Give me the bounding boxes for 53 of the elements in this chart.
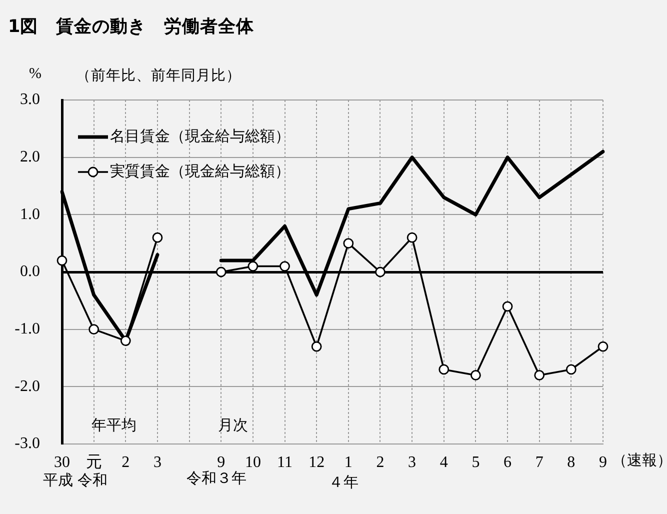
point (56, 255, 68, 266)
y-tick-label: 2.0 (20, 148, 40, 166)
point (216, 266, 226, 278)
legend-label: 実質賃金（現金給与総額） (110, 162, 290, 180)
y-tick-label: -2.0 (14, 378, 40, 395)
point (502, 301, 513, 312)
x-tick-label: 3 (408, 454, 416, 471)
text: 令和 (78, 472, 108, 489)
chart-subtitle: （前年比、前年同月比） (76, 67, 241, 85)
y-axis-title: % (29, 66, 42, 83)
x-tick-label: 12 (308, 454, 325, 471)
point (120, 336, 131, 346)
point (343, 238, 354, 249)
x-tick-label: 2 (122, 454, 130, 471)
x-tick-label: 9 (217, 454, 226, 471)
point (248, 261, 258, 272)
point (311, 341, 322, 352)
x-tick-label: 11 (277, 454, 292, 471)
x-tick-label: 10 (244, 454, 261, 471)
x-tick-label: 元 (86, 454, 102, 471)
point (566, 364, 576, 375)
text: ４年 (328, 474, 359, 491)
x-tick-label: 4 (440, 454, 448, 471)
point (280, 261, 290, 272)
x-tick-label: 9 (599, 454, 607, 471)
point (598, 341, 608, 352)
point (88, 324, 100, 335)
x-tick-label: 8 (567, 454, 576, 471)
text: （速報） (612, 452, 667, 469)
point (152, 232, 163, 243)
point (375, 266, 386, 278)
y-tick-label: 1.0 (20, 206, 40, 223)
x-tick-label: 2 (376, 454, 384, 471)
y-tick-label: 0.0 (20, 263, 40, 280)
point (470, 370, 481, 380)
x-tick-label: 7 (535, 454, 544, 471)
x-tick-label: 5 (472, 454, 480, 471)
x-tick-label: 3 (153, 454, 162, 471)
chart-title: 1図 賃金の動き 労働者全体 (8, 16, 254, 38)
text: 令和３年 (186, 470, 246, 487)
y-tick-label: -1.0 (14, 320, 40, 338)
point (406, 232, 418, 243)
annotation: 月次 (218, 418, 248, 434)
point (534, 370, 545, 380)
legend-label: 名目賃金（現金給与総額） (110, 128, 290, 145)
text: 平成 (43, 472, 74, 489)
annotation: 年平均 (91, 416, 136, 434)
x-tick-label: 30 (54, 454, 70, 471)
point (438, 364, 450, 375)
x-tick-label: 1 (344, 454, 352, 471)
x-tick-label: 6 (504, 454, 512, 471)
y-tick-label: 3.0 (20, 91, 40, 108)
y-tick-label: -3.0 (14, 435, 40, 452)
